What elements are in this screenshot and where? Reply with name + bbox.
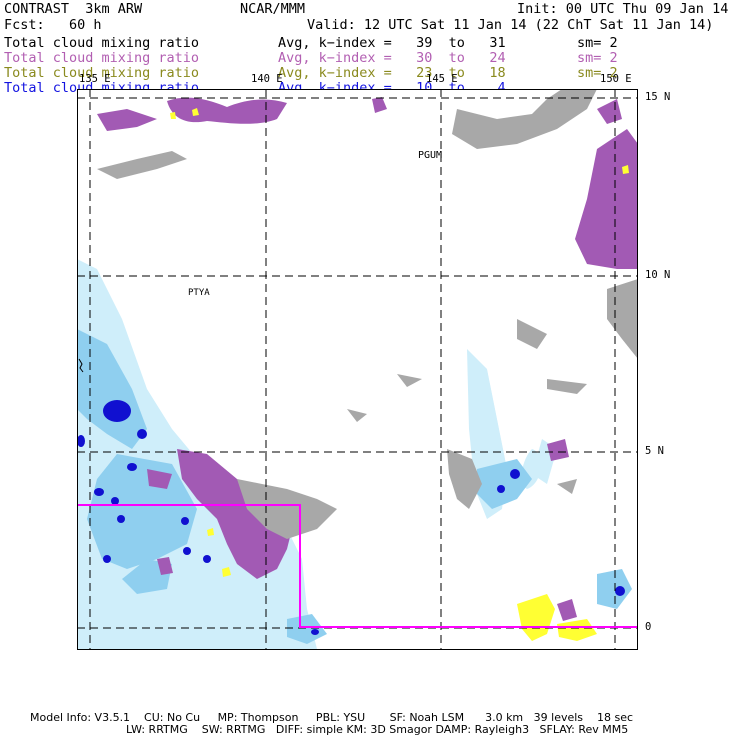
field-range-2: Avg, k−index = 30 to 24 <box>278 50 506 66</box>
model-title: CONTRAST 3km ARW <box>4 1 143 17</box>
field-sm-2: sm= 2 <box>577 50 618 66</box>
field-name-3: Total cloud mixing ratio <box>4 65 200 81</box>
model-info-line-1: Model Info: V3.5.1 CU: No Cu MP: Thompso… <box>30 711 634 724</box>
forecast-hour: Fcst: 60 h <box>4 17 102 33</box>
lat-label-10n: 10 N <box>645 269 671 281</box>
station-label-pgum: PGUM <box>418 150 443 161</box>
lat-label-5n: 5 N <box>645 445 664 457</box>
lat-label-0: 0 <box>645 621 652 633</box>
cloud-map <box>77 89 638 650</box>
field-range-3: Avg, k−index = 23 to 18 <box>278 65 506 81</box>
lat-lon-grid <box>77 89 638 650</box>
high-cloud-medium-field <box>77 329 632 644</box>
domain-boundary <box>77 504 638 628</box>
map-frame <box>77 89 638 650</box>
field-range-1: Avg, k−index = 39 to 31 <box>278 35 506 51</box>
center-label: NCAR/MMM <box>240 1 306 17</box>
field-sm-1: sm= 2 <box>577 35 618 51</box>
field-sm-3: sm= 2 <box>577 65 618 81</box>
lon-label-140: 140 E <box>251 73 283 85</box>
lon-label-150: 150 E <box>600 73 632 85</box>
valid-time: Valid: 12 UTC Sat 11 Jan 14 (22 ChT Sat … <box>307 17 714 33</box>
lon-label-145: 145 E <box>426 73 458 85</box>
model-info-line-2: LW: RRTMG SW: RRTMG DIFF: simple KM: 3D … <box>126 723 629 736</box>
station-label-ptya: PTYA <box>188 288 210 298</box>
lat-label-15n: 15 N <box>645 91 671 103</box>
init-time: Init: 00 UTC Thu 09 Jan 14 <box>517 1 729 17</box>
lon-label-135: 135 E <box>79 73 111 85</box>
yellow-cloud-field <box>170 108 629 641</box>
coastline <box>78 358 84 373</box>
field-name-2: Total cloud mixing ratio <box>4 50 200 66</box>
mid-cloud-field <box>97 97 638 621</box>
field-name-1: Total cloud mixing ratio <box>4 35 200 51</box>
